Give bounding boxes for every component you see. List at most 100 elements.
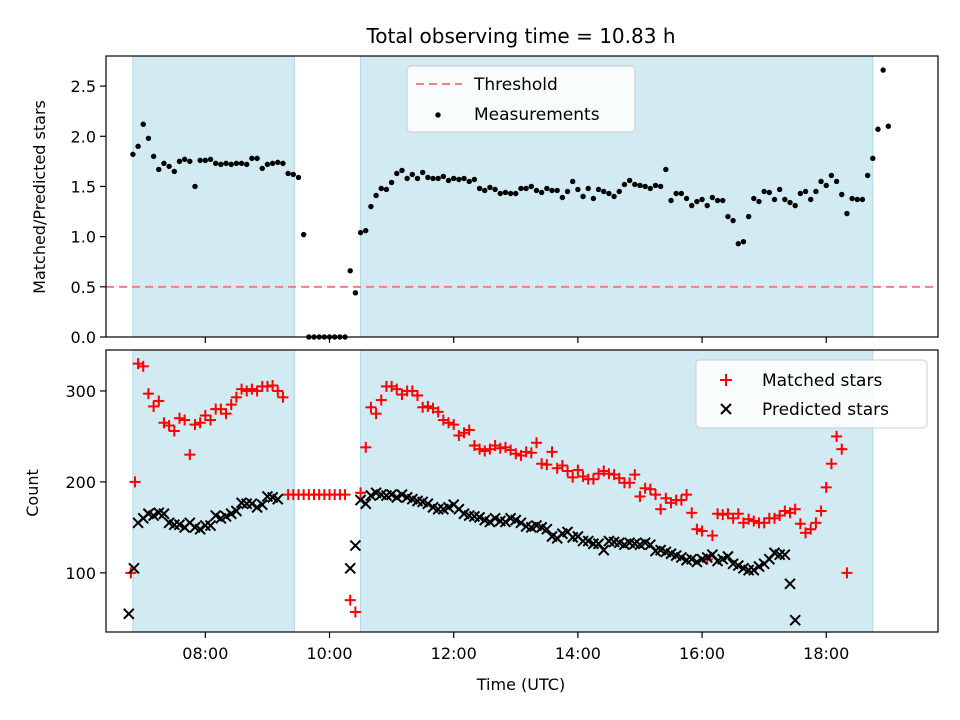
matched-point-90	[587, 473, 599, 485]
matched-point-63	[448, 419, 460, 431]
bottom-axes-frame	[105, 349, 939, 633]
measurement-point-4	[150, 153, 157, 160]
predicted-point-31	[349, 539, 362, 552]
predicted-point-68	[541, 523, 553, 535]
measurement-point-93	[611, 193, 617, 200]
matched-point-135	[820, 481, 832, 493]
measurement-point-25	[259, 165, 265, 172]
matched-point-48	[370, 408, 382, 420]
bottom-legend-box	[695, 359, 928, 429]
measurement-point-142	[864, 172, 871, 179]
measurement-point-95	[621, 181, 628, 188]
measurements-legend-label: Measurements	[474, 105, 600, 125]
top-axes-frame	[105, 55, 939, 338]
matched-point-6	[153, 395, 165, 407]
measurements-legend-swatch	[435, 112, 441, 118]
predicted-point-33	[360, 498, 372, 510]
measurement-point-63	[456, 176, 462, 183]
measurement-point-126	[782, 196, 788, 203]
matched-point-4	[142, 388, 154, 400]
matched-point-28	[267, 379, 279, 391]
bottom-y-axis-label: Count	[23, 469, 42, 517]
matched-point-97	[624, 477, 636, 489]
predicted-point-57	[484, 516, 496, 528]
matched-point-99	[634, 490, 646, 502]
measurement-point-70	[492, 186, 498, 193]
predicted-point-107	[742, 564, 755, 576]
measurement-point-12	[192, 183, 198, 190]
matched-point-20	[225, 399, 237, 411]
measurement-point-90	[595, 186, 602, 193]
measurement-point-8	[171, 168, 177, 175]
measurement-point-64	[461, 175, 467, 182]
measurement-point-79	[538, 189, 545, 196]
matched-point-1	[129, 476, 141, 488]
measurement-point-139	[849, 195, 855, 202]
predicted-point-75	[577, 535, 589, 547]
matched-point-113	[706, 530, 718, 542]
measurement-point-30	[285, 170, 291, 177]
measurement-point-9	[176, 158, 183, 165]
predicted-point-108	[748, 564, 760, 576]
measurement-point-33	[300, 231, 307, 238]
matched-point-109	[686, 507, 698, 519]
measurement-point-74	[513, 190, 519, 197]
matched-point-137	[831, 430, 843, 442]
measurement-point-103	[663, 166, 669, 173]
matched-point-13	[189, 419, 201, 431]
matched-point-19	[220, 408, 232, 420]
matched-point-43	[344, 594, 356, 606]
predicted-point-16	[204, 519, 217, 532]
measurement-point-102	[657, 183, 664, 190]
measurement-point-10	[181, 156, 188, 163]
xtick-label-2: 12:00	[431, 644, 477, 663]
matched-legend-swatch	[720, 374, 732, 386]
matched-point-66	[463, 424, 475, 436]
measurement-point-16	[212, 160, 219, 167]
measurement-point-73	[507, 190, 514, 197]
top-ytick-label-4: 2.0	[71, 127, 96, 146]
measurement-point-143	[870, 155, 876, 162]
matched-point-85	[562, 465, 574, 477]
predicted-point-113	[773, 548, 786, 561]
measurement-point-56	[419, 169, 426, 176]
top-legend-box	[406, 65, 636, 133]
measurement-point-137	[839, 191, 845, 198]
measurement-point-45	[363, 227, 369, 234]
measurement-point-49	[383, 186, 390, 193]
matched-point-129	[789, 503, 801, 515]
matched-point-22	[236, 383, 248, 395]
matched-point-134	[815, 505, 827, 517]
matched-point-45	[355, 487, 367, 499]
predicted-point-115	[784, 578, 796, 590]
measurement-point-15	[207, 156, 214, 163]
predicted-point-45	[422, 498, 434, 510]
matched-star-points	[125, 358, 853, 618]
matched-point-118	[732, 508, 744, 520]
matched-point-3	[137, 360, 149, 372]
predicted-point-63	[515, 517, 527, 529]
matched-point-110	[691, 523, 703, 535]
matched-point-46	[360, 441, 372, 453]
measurement-point-2	[140, 121, 146, 127]
matched-point-16	[205, 414, 217, 426]
matched-point-49	[375, 394, 387, 406]
measurement-point-44	[357, 229, 364, 236]
matched-point-23	[241, 385, 253, 397]
measurement-point-48	[378, 185, 384, 192]
matched-point-60	[432, 406, 444, 418]
matched-point-102	[649, 489, 661, 501]
measurement-point-114	[720, 197, 726, 204]
measurement-point-118	[740, 238, 747, 245]
measurement-point-100	[647, 185, 654, 192]
measurement-point-57	[425, 174, 431, 181]
matched-point-120	[743, 513, 755, 525]
measurement-point-1	[135, 143, 141, 150]
matched-point-132	[805, 523, 817, 535]
matched-point-127	[779, 505, 791, 517]
matched-point-139	[841, 567, 853, 579]
measurement-points	[130, 67, 892, 340]
measurement-point-24	[254, 155, 260, 162]
measurement-point-59	[435, 175, 441, 182]
predicted-point-23	[241, 498, 253, 510]
